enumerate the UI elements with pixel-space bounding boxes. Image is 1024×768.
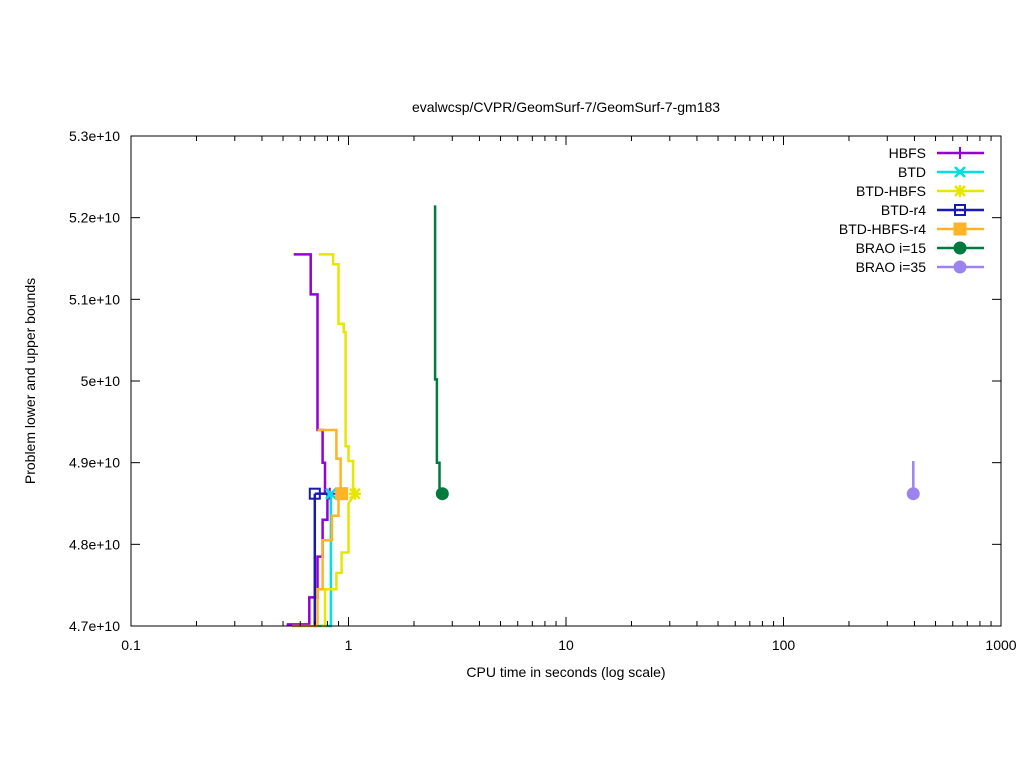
legend-entry-btd-hbfs-r4: BTD-HBFS-r4	[839, 221, 984, 237]
legend-label: BTD-HBFS-r4	[839, 221, 926, 237]
hbfs-lower-bound-line	[286, 492, 330, 626]
series-brao-i-15	[433, 205, 449, 501]
legend-entry-hbfs: HBFS	[889, 145, 984, 161]
btd-r4-lower-bound-line	[313, 493, 317, 628]
brao-i-15-upper-bound-line	[433, 205, 443, 495]
brao-i-15-final-point	[435, 487, 449, 501]
legend: HBFS BTD BTD-HBFS BTD-r4 BTD-HBFS-r4 BRAO i=1…	[839, 145, 984, 275]
legend-label: BRAO i=35	[856, 259, 927, 275]
legend-entry-btd-hbfs: BTD-HBFS	[856, 183, 984, 199]
btd-hbfs-r4-lower-bound-line	[292, 492, 342, 628]
plot-data	[286, 205, 920, 628]
btd-final-point	[325, 487, 337, 500]
series-hbfs	[286, 253, 336, 626]
x-axis-label: CPU time in seconds (log scale)	[466, 664, 665, 680]
series-btd-hbfs	[318, 253, 361, 628]
legend-marker	[954, 204, 966, 216]
y-tick-label: 4.9e+10	[69, 455, 120, 471]
btd-r4-final-point	[308, 487, 321, 500]
x-tick-label: 10	[558, 637, 574, 653]
y-tick-label: 5.3e+10	[69, 128, 120, 144]
legend-label: BRAO i=15	[856, 240, 927, 256]
y-tick-label: 4.7e+10	[69, 618, 120, 634]
series-brao-i-35	[906, 461, 920, 501]
legend-marker	[953, 222, 967, 236]
axes: 4.7e+10 4.8e+10 4.9e+10 5e+10 5.1e+10 5.2e+10…	[69, 128, 1017, 653]
y-tick-label: 5.1e+10	[69, 291, 120, 307]
legend-entry-btd-r4: BTD-r4	[881, 202, 984, 218]
y-tick-label: 5e+10	[81, 373, 121, 389]
btd-hbfs-upper-bound-line	[318, 253, 355, 495]
y-tick-label: 5.2e+10	[69, 210, 120, 226]
btd-hbfs-final-point	[348, 487, 361, 500]
series-btd-hbfs-r4	[292, 428, 349, 628]
legend-entry-btd: BTD	[898, 164, 984, 180]
legend-label: HBFS	[889, 145, 926, 161]
btd-hbfs-lower-bound-line	[321, 493, 356, 628]
y-tick-label: 4.8e+10	[69, 536, 120, 552]
x-tick-label: 0.1	[121, 637, 141, 653]
legend-label: BTD-HBFS	[856, 183, 926, 199]
plot-frame	[130, 135, 1002, 627]
legend-marker	[954, 147, 966, 159]
x-tick-label: 100	[772, 637, 796, 653]
x-tick-label: 1	[345, 637, 353, 653]
hbfs-upper-bound-line	[293, 253, 330, 495]
x-tick-label: 1000	[985, 637, 1016, 653]
legend-label: BTD-r4	[881, 202, 926, 218]
btd-hbfs-r4-final-point	[335, 487, 349, 501]
legend-marker	[953, 241, 967, 255]
chart-title: evalwcsp/CVPR/GeomSurf-7/GeomSurf-7-gm18…	[412, 99, 720, 115]
legend-marker	[954, 166, 966, 178]
legend-marker	[953, 260, 967, 274]
legend-label: BTD	[898, 164, 926, 180]
legend-marker	[954, 185, 966, 197]
y-axis-label: Problem lower and upper bounds	[22, 278, 38, 484]
legend-entry-brao-i-35: BRAO i=35	[856, 259, 984, 275]
brao-i-35-final-point	[906, 487, 920, 501]
btd-hbfs-r4-upper-bound-line	[317, 428, 342, 495]
legend-entry-brao-i-15: BRAO i=15	[856, 240, 984, 256]
